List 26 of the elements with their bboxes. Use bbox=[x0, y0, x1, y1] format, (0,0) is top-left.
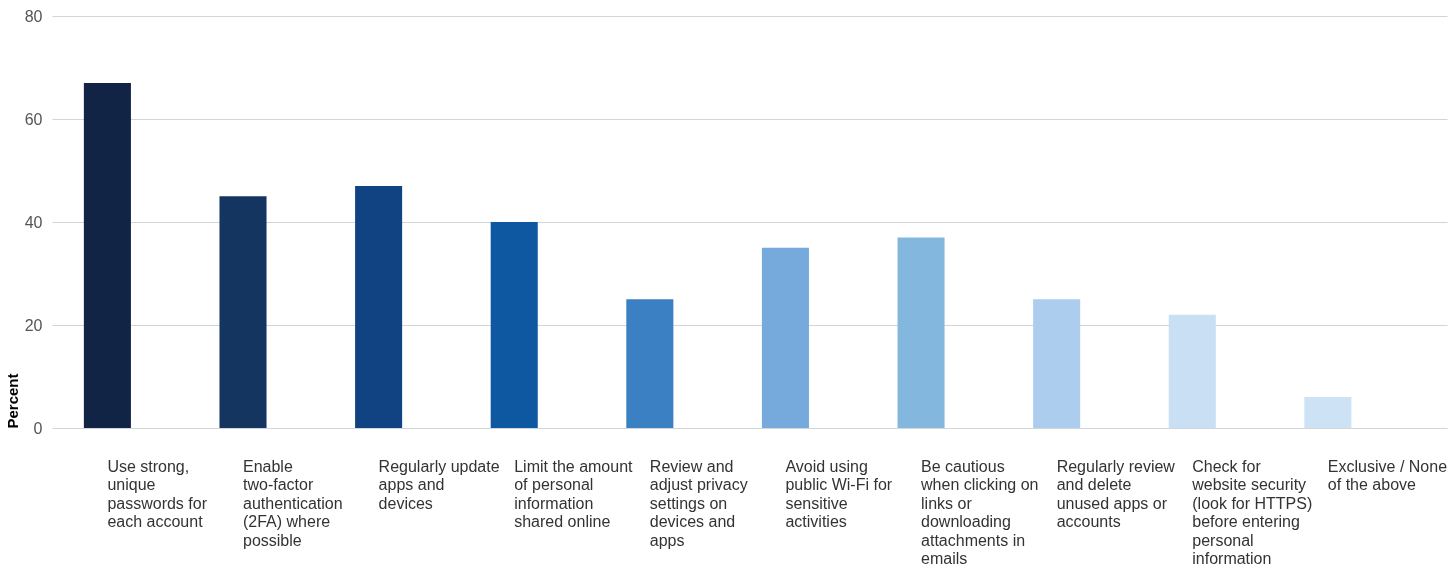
bar bbox=[1168, 314, 1216, 428]
x-tick-label: Exclusive / None of the above bbox=[1327, 457, 1448, 493]
x-tick-label: Regularly review and delete unused apps or accounts bbox=[1056, 457, 1176, 530]
y-tick-label: 60 bbox=[24, 110, 43, 128]
y-tick-label: 20 bbox=[24, 316, 43, 334]
x-tick-label: Review and adjust privacy settings on devices and apps bbox=[649, 457, 748, 549]
x-tick-label: Enable two-factor authentication (2FA) where possible bbox=[243, 457, 343, 549]
x-tick-label: Regularly update apps and devices bbox=[378, 457, 500, 512]
y-tick-label: 80 bbox=[24, 7, 43, 25]
x-tick-label: Be cautious when clicking on links or downloading attachments in emails bbox=[920, 457, 1039, 567]
bar bbox=[1033, 299, 1081, 428]
x-tick-label: Avoid using public Wi-Fi for sensitive activities bbox=[785, 457, 893, 530]
bar bbox=[219, 196, 267, 428]
bar bbox=[1304, 397, 1352, 428]
bar bbox=[626, 299, 674, 428]
y-tick-label: 40 bbox=[24, 213, 43, 231]
bar bbox=[897, 237, 945, 428]
bar bbox=[490, 222, 538, 428]
x-tick-label: Limit the amount of personal information shared online bbox=[514, 457, 634, 530]
bar bbox=[355, 185, 403, 428]
y-tick-label: 0 bbox=[33, 419, 43, 437]
x-tick-label: Check for website security (look for HTTPS) before entering personal information bbox=[1191, 457, 1313, 567]
bar bbox=[83, 82, 131, 428]
y-axis-title: Percent bbox=[3, 373, 21, 429]
x-tick-label: Use strong, unique passwords for each account bbox=[107, 457, 208, 530]
bar bbox=[761, 247, 809, 428]
